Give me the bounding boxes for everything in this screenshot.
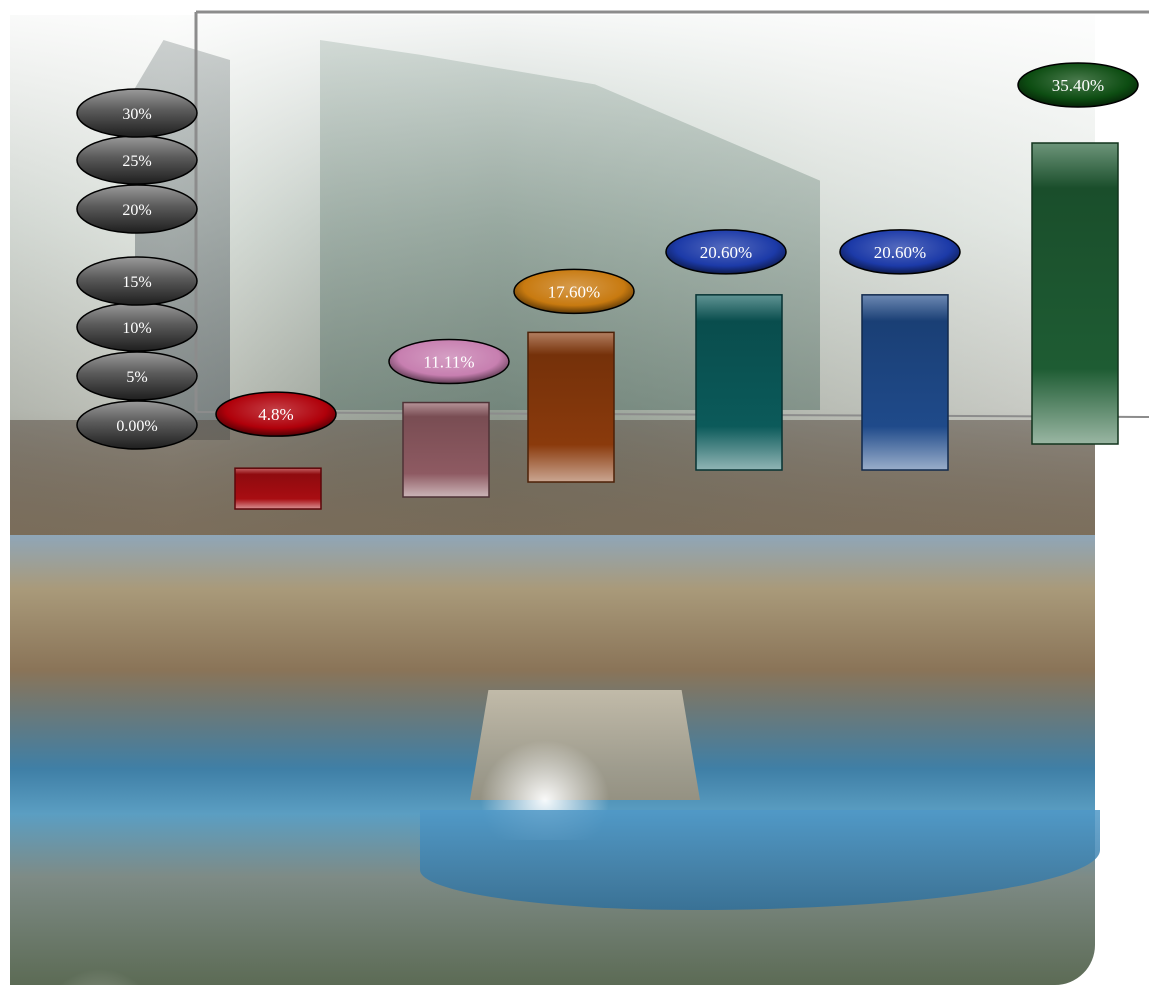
- y-tick: 15%: [76, 256, 198, 306]
- data-label-pill: [215, 391, 337, 437]
- y-tick-label: 20%: [122, 202, 151, 219]
- y-tick: 10%: [76, 302, 198, 352]
- bar: [861, 294, 949, 471]
- y-tick: 20%: [76, 184, 198, 234]
- y-tick-label: 5%: [126, 369, 147, 386]
- data-label-pill: [839, 229, 961, 275]
- bar: [402, 401, 490, 498]
- y-tick-label: 25%: [122, 153, 151, 170]
- y-axis-ticks: 0.00% 5% 10% 15% 20% 25% 30%: [76, 88, 198, 450]
- data-label: 35.40%: [1017, 62, 1139, 108]
- bar: [695, 294, 783, 471]
- bar: [1031, 142, 1119, 445]
- y-tick-pill: [76, 88, 198, 138]
- y-tick-label: 30%: [122, 106, 151, 123]
- y-tick: 5%: [76, 351, 198, 401]
- y-tick-pill: [76, 184, 198, 234]
- y-tick-label: 0.00%: [116, 418, 157, 435]
- baseline: [195, 411, 1149, 418]
- y-tick-pill: [76, 400, 198, 450]
- bar: [234, 467, 322, 510]
- data-label-pill: [513, 268, 635, 315]
- bars: [234, 142, 1119, 510]
- data-label-pill: [388, 338, 510, 385]
- data-label-text: 20.60%: [700, 243, 752, 262]
- data-label: 4.8%: [215, 391, 337, 437]
- data-label: 20.60%: [839, 229, 961, 275]
- y-tick-label: 10%: [122, 320, 151, 337]
- data-label: 17.60%: [513, 268, 635, 315]
- data-label-pill: [1017, 62, 1139, 108]
- y-tick: 30%: [76, 88, 198, 138]
- y-tick: 25%: [76, 135, 198, 185]
- y-tick-pill: [76, 351, 198, 401]
- bar: [527, 331, 615, 483]
- y-tick-label: 15%: [122, 274, 151, 291]
- y-tick: 0.00%: [76, 400, 198, 450]
- y-tick-pill: [76, 256, 198, 306]
- value-labels: 4.8% 11.11% 17.60% 20.60% 20.60% 35.40%: [215, 62, 1139, 437]
- data-label-pill: [665, 229, 787, 275]
- data-label-text: 35.40%: [1052, 76, 1104, 95]
- data-label: 11.11%: [388, 338, 510, 385]
- data-label-text: 17.60%: [548, 282, 600, 301]
- data-label: 20.60%: [665, 229, 787, 275]
- data-label-text: 20.60%: [874, 243, 926, 262]
- data-label-text: 4.8%: [258, 405, 293, 424]
- data-label-text: 11.11%: [423, 353, 474, 372]
